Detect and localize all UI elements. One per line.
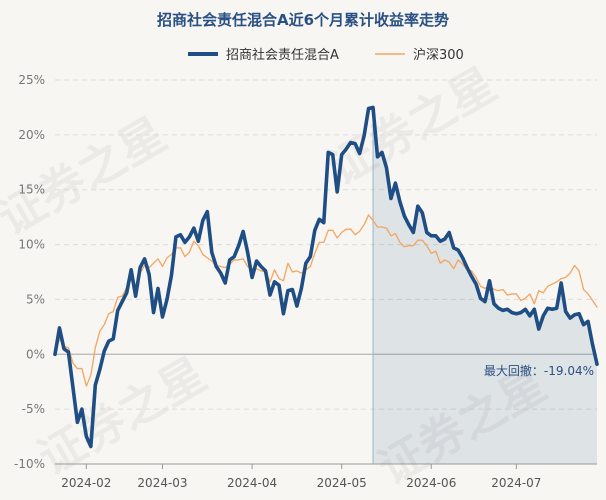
series-line-fund <box>53 105 599 449</box>
x-tick-label: 2024-05 <box>317 476 367 490</box>
x-tick-label: 2024-02 <box>61 476 111 490</box>
grid <box>55 79 597 465</box>
y-tick-label: -5% <box>22 402 45 416</box>
drawdown-shade-layer <box>372 107 597 464</box>
drawdown-shade <box>373 107 597 464</box>
y-tick-label: 15% <box>18 183 45 197</box>
axes: 25% 20% 15% 10% 5% 0% -5% -10% 2024-02 2024-03 202… <box>14 73 597 490</box>
legend: 招商社会责任混合A 沪深300 <box>188 47 464 63</box>
y-tick-label: 25% <box>18 73 45 87</box>
y-tick-label: -10% <box>14 457 45 471</box>
y-tick-label: 0% <box>26 347 45 361</box>
y-tick-label: 5% <box>26 292 45 306</box>
legend-label-index: 沪深300 <box>413 47 464 63</box>
watermark-text: 证券之星 <box>319 57 505 196</box>
y-tick-label: 20% <box>18 128 45 142</box>
x-tick-label: 2024-04 <box>227 476 277 490</box>
chart-title: 招商社会责任混合A近6个月累计收益率走势 <box>157 11 449 29</box>
watermark-text: 证券之星 <box>29 347 215 486</box>
x-tick-label: 2024-03 <box>137 476 187 490</box>
series-layer <box>53 105 599 449</box>
y-tick-label: 10% <box>18 238 45 252</box>
x-tick-label: 2024-07 <box>491 476 541 490</box>
legend-label-fund: 招商社会责任混合A <box>226 47 339 63</box>
max-drawdown-label: 最大回撤：-19.04% <box>484 363 594 378</box>
x-tick-label: 2024-06 <box>406 476 456 490</box>
